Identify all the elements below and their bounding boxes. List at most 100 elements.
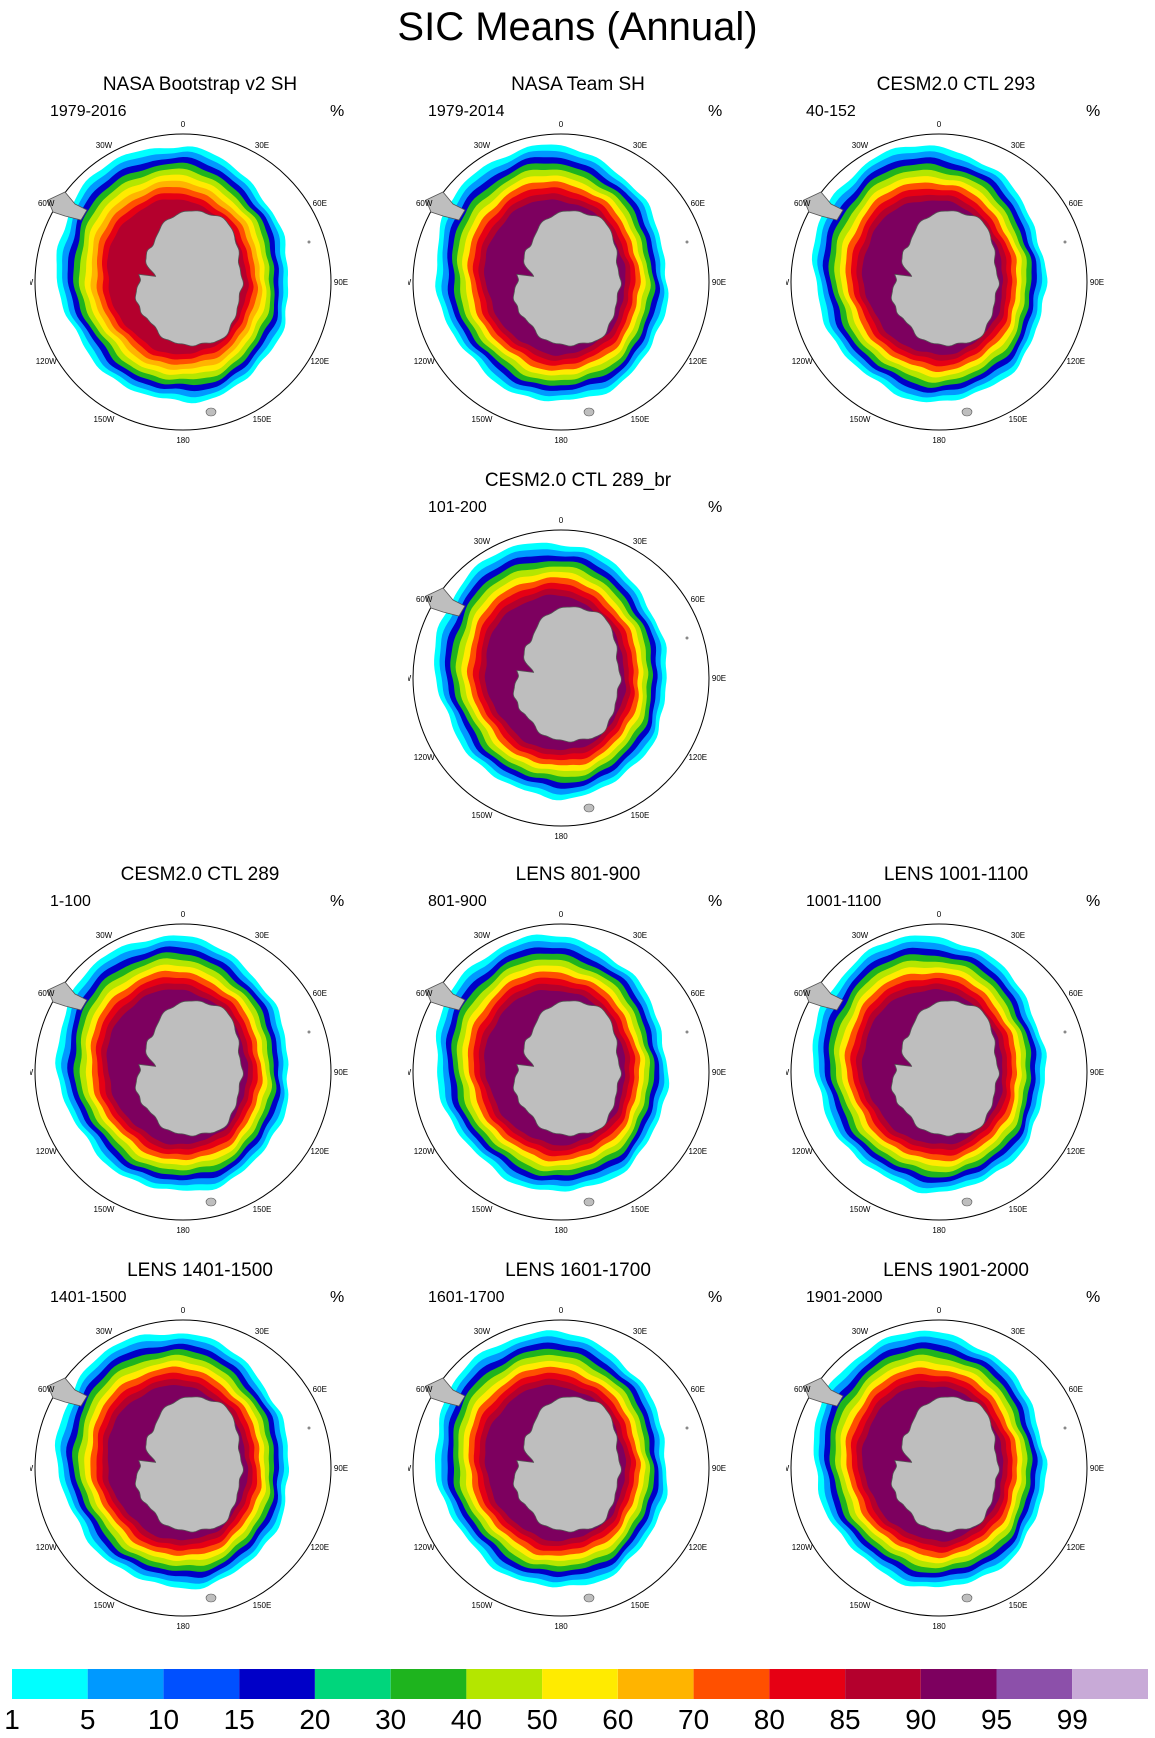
island-landmass	[685, 1030, 689, 1034]
island-landmass	[961, 1197, 973, 1207]
longitude-label: 150W	[472, 811, 493, 820]
panel-year-range: 1979-2014	[428, 103, 505, 120]
antarctica-landmass	[512, 210, 622, 347]
panel-year-range: 101-200	[428, 499, 487, 516]
south-america-landmass	[47, 981, 88, 1011]
longitude-label: 30W	[96, 141, 113, 150]
longitude-label: 30W	[852, 141, 869, 150]
panel-title: NASA Team SH	[511, 74, 645, 95]
map-panel: LENS 1601-1700 1601-1700 % 0 30E 60E 90E 120…	[408, 1260, 748, 1640]
colorbar-swatch	[542, 1669, 618, 1699]
colorbar-tick-label: 85	[829, 1704, 861, 1735]
island-landmass	[307, 1030, 311, 1034]
island-landmass	[583, 803, 595, 813]
longitude-label: 120W	[414, 357, 435, 366]
longitude-label: 0	[181, 910, 186, 919]
colorbar-tick-label: 15	[223, 1704, 255, 1735]
longitude-label: 120E	[310, 1543, 329, 1552]
polar-map: 0 30E 60E 90E 120E 150E 180 150W 120W 90W 60W 30W	[786, 910, 1104, 1235]
panel-title: CESM2.0 CTL 293	[876, 74, 1036, 95]
longitude-label: 150E	[631, 1601, 650, 1610]
panel-year-range: 40-152	[806, 103, 856, 120]
longitude-label: 30W	[852, 1327, 869, 1336]
longitude-label: 0	[559, 516, 564, 525]
polar-map: 0 30E 60E 90E 120E 150E 180 150W 120W 90W 60W 30W	[408, 1306, 726, 1631]
longitude-label: 150E	[1009, 415, 1028, 424]
panel-unit: %	[1086, 1289, 1101, 1306]
polar-map: 0 30E 60E 90E 120E 150E 180 150W 120W 90W 60W 30W	[30, 910, 348, 1235]
longitude-label: 30W	[474, 141, 491, 150]
longitude-label: 90W	[786, 1068, 790, 1077]
panel-unit: %	[330, 103, 345, 120]
island-landmass	[685, 636, 689, 640]
island-landmass	[1063, 1030, 1067, 1034]
longitude-label: 60W	[794, 199, 811, 208]
panel-unit: %	[1086, 893, 1101, 910]
longitude-label: 60E	[1069, 1385, 1083, 1394]
longitude-label: 90E	[334, 1068, 348, 1077]
longitude-label: 120W	[36, 1543, 57, 1552]
map-panel: LENS 1001-1100 1001-1100 % 0 30E 60E 90E 120…	[786, 864, 1126, 1244]
longitude-label: 30E	[633, 1327, 647, 1336]
longitude-label: 90E	[1090, 1068, 1104, 1077]
longitude-label: 180	[176, 436, 190, 445]
antarctica-landmass	[512, 1000, 622, 1137]
colorbar-tick-label: 10	[147, 1704, 180, 1735]
colorbar-swatch	[466, 1669, 543, 1699]
panel-unit: %	[330, 1289, 345, 1306]
longitude-label: 30E	[255, 1327, 269, 1336]
panel-title: LENS 1401-1500	[127, 1260, 273, 1281]
longitude-label: 180	[554, 1622, 568, 1631]
longitude-label: 0	[559, 120, 564, 129]
longitude-label: 90W	[408, 278, 412, 287]
panel-year-range: 1401-1500	[50, 1289, 127, 1306]
longitude-label: 180	[932, 1622, 946, 1631]
longitude-label: 30W	[852, 931, 869, 940]
longitude-label: 180	[932, 436, 946, 445]
longitude-label: 90W	[30, 1464, 34, 1473]
map-panel: LENS 1401-1500 1401-1500 % 0 30E 60E 90E 120…	[30, 1260, 370, 1640]
longitude-label: 60E	[313, 989, 327, 998]
map-panel: CESM2.0 CTL 293 40-152 % 0 30E 60E 90E 120E 1…	[786, 74, 1126, 454]
longitude-label: 90E	[712, 674, 726, 683]
colorbar-swatch	[845, 1669, 921, 1699]
panel-year-range: 1601-1700	[428, 1289, 505, 1306]
colorbar-swatch	[163, 1669, 240, 1699]
longitude-label: 120E	[1066, 357, 1085, 366]
south-america-landmass	[425, 981, 466, 1011]
antarctica-landmass	[890, 210, 1000, 347]
panel-unit: %	[1086, 103, 1101, 120]
panel-year-range: 1-100	[50, 893, 91, 910]
colorbar-swatch	[693, 1669, 770, 1699]
panel-title: LENS 1001-1100	[883, 864, 1029, 885]
longitude-label: 30E	[1011, 1327, 1025, 1336]
longitude-label: 30E	[633, 931, 647, 940]
longitude-label: 120E	[688, 1543, 707, 1552]
longitude-label: 90W	[30, 278, 34, 287]
south-america-landmass	[47, 191, 88, 221]
colorbar-swatch	[769, 1669, 845, 1699]
longitude-label: 30W	[96, 1327, 113, 1336]
longitude-label: 60E	[1069, 199, 1083, 208]
colorbar-tick-label: 99	[1056, 1704, 1088, 1735]
colorbar-swatch	[87, 1669, 164, 1699]
panel-year-range: 1901-2000	[806, 1289, 883, 1306]
colorbar-tick-label: 95	[980, 1704, 1013, 1735]
south-america-landmass	[425, 1377, 466, 1407]
south-america-landmass	[803, 191, 844, 221]
panel-unit: %	[708, 103, 723, 120]
panel-title: CESM2.0 CTL 289	[120, 864, 280, 885]
longitude-label: 0	[181, 1306, 186, 1315]
longitude-label: 120W	[414, 1543, 435, 1552]
colorbar-tick-label: 50	[526, 1704, 558, 1735]
longitude-label: 150E	[253, 1205, 272, 1214]
longitude-label: 60W	[38, 989, 55, 998]
panel-year-range: 801-900	[428, 893, 487, 910]
longitude-label: 120W	[792, 357, 813, 366]
longitude-label: 120W	[792, 1543, 813, 1552]
longitude-label: 60E	[313, 1385, 327, 1394]
colorbar-tick-label: 20	[299, 1704, 331, 1735]
longitude-label: 30W	[474, 537, 491, 546]
panel-year-range: 1979-2016	[50, 103, 127, 120]
colorbar-tick-label: 80	[753, 1704, 785, 1735]
